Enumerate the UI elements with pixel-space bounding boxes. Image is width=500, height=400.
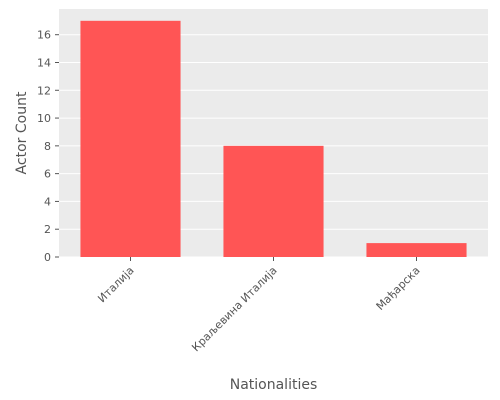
x-tick-label: Мађарска [374,264,423,313]
x-axis-label: Nationalities [230,377,318,393]
y-tick-label: 10 [37,112,51,125]
bars [80,20,467,257]
bar [80,20,181,257]
y-axis-ticks: 0 2 4 6 8 10 12 14 16 [37,29,59,264]
y-tick-label: 8 [44,140,51,153]
y-tick-label: 2 [44,223,51,236]
x-tick-label: Краљевина Италија [189,264,279,354]
bar [366,243,467,257]
bar [223,145,324,257]
y-tick-label: 0 [44,251,51,264]
y-tick-label: 4 [44,195,51,208]
y-tick-label: 14 [37,56,51,69]
y-tick-label: 6 [44,168,51,181]
y-axis-label: Actor Count [14,91,30,174]
x-axis-ticks: Италија Краљевина Италија Мађарска [95,257,423,354]
y-tick-label: 16 [37,29,51,42]
y-tick-label: 12 [37,84,51,97]
x-tick-label: Италија [95,264,136,305]
